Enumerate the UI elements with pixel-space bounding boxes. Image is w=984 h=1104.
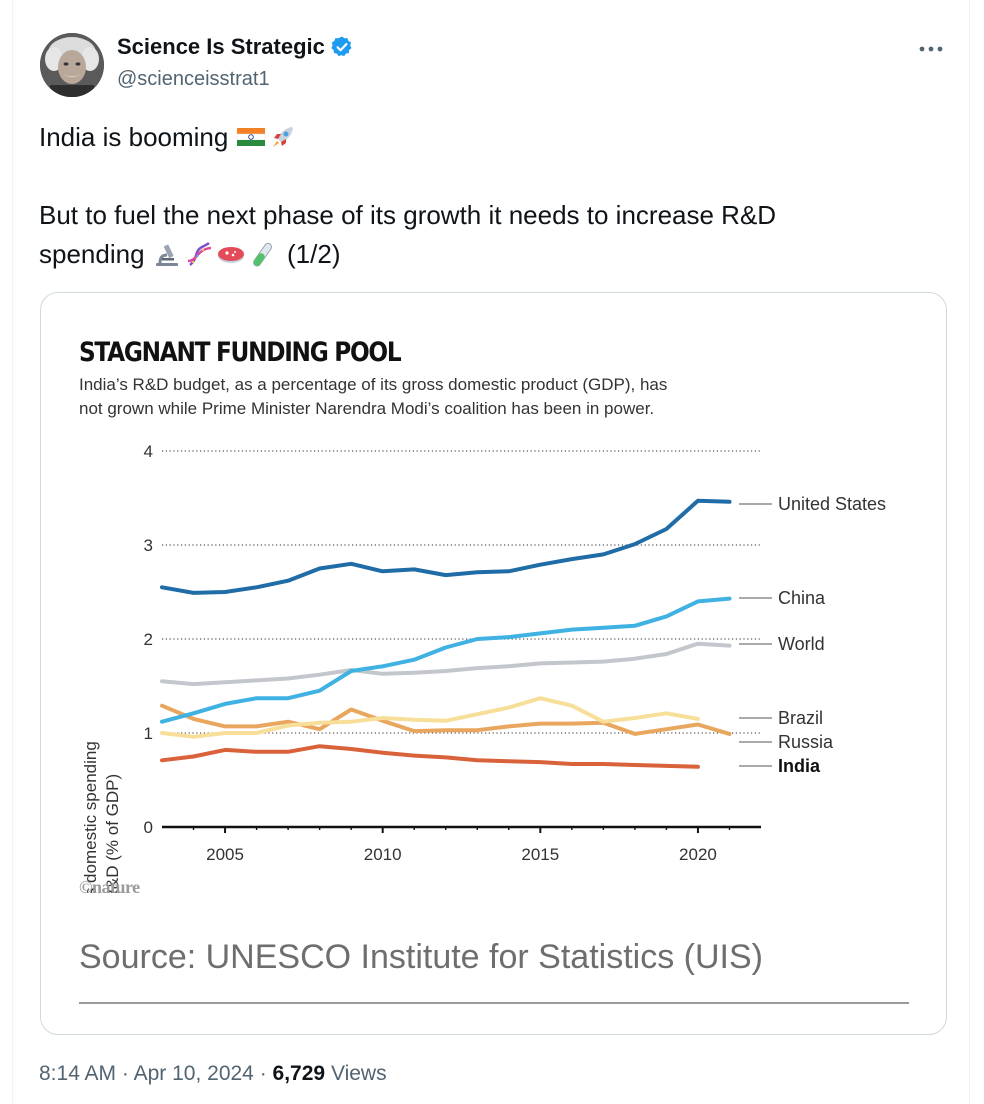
test-tube-emoji-icon — [252, 242, 272, 267]
verified-badge-icon[interactable] — [330, 35, 354, 59]
rd-spending-line-chart: 0 1 2 3 4 2005 2010 2015 2020 United States China… — [81, 442, 886, 893]
author-name-row: Science Is Strategic — [117, 34, 354, 60]
chart-subtitle: India’s R&D budget, as a percentage of i… — [79, 373, 839, 421]
nature-logo: ©nature — [79, 877, 140, 897]
series-line-brazil — [160, 696, 700, 739]
tweet-date[interactable]: Apr 10, 2024 — [133, 1062, 254, 1085]
series-label-united-states: United States — [778, 494, 886, 514]
series-line-world — [160, 641, 732, 687]
tweet-line-1: India is booming — [39, 118, 919, 157]
series-line-russia — [160, 703, 732, 736]
media-image-card[interactable]: STAGNANT FUNDING POOL India’s R&D budget… — [40, 292, 947, 1035]
meta-separator: · — [121, 1062, 129, 1085]
more-options-icon[interactable] — [917, 38, 945, 60]
series-label-world: World — [778, 634, 825, 654]
x-tick-label: 2015 — [521, 845, 559, 864]
microscope-emoji-icon — [155, 244, 178, 266]
chart-subtitle-line-2: not grown while Prime Minister Narendra … — [79, 399, 655, 418]
tweet-time[interactable]: 8:14 AM — [39, 1062, 117, 1085]
y-tick-label: 1 — [144, 724, 153, 743]
y-tick-label: 2 — [144, 630, 153, 649]
series-line-india — [160, 744, 700, 769]
series-label-india: India — [778, 756, 821, 776]
x-tick-label: 2010 — [364, 845, 402, 864]
x-tick-label: 2020 — [679, 845, 717, 864]
petri-dish-emoji-icon — [217, 247, 244, 263]
x-tick-label: 2005 — [206, 845, 244, 864]
series-label-russia: Russia — [778, 732, 834, 752]
rocket-emoji-icon — [272, 127, 293, 147]
chart-series-labels: United States China World Brazil Russia India — [739, 494, 886, 776]
tweet-text: India is booming But to fuel the next ph… — [39, 118, 919, 274]
chart-axes: 0 1 2 3 4 2005 2010 2015 2020 — [144, 442, 761, 864]
chart-ylabel-line-2: on R&D (% of GDP) — [103, 774, 122, 893]
author-display-name[interactable]: Science Is Strategic — [117, 34, 325, 59]
series-line-china — [160, 596, 732, 724]
chart-gridlines — [162, 450, 761, 734]
avatar-portrait-icon — [40, 33, 104, 97]
views-count: 6,729 — [272, 1062, 326, 1085]
y-tick-label: 3 — [144, 536, 153, 555]
chart-series — [160, 498, 732, 769]
chart-title: STAGNANT FUNDING POOL — [79, 337, 402, 368]
meta-separator: · — [259, 1062, 267, 1085]
source-divider — [79, 1002, 909, 1004]
chart-ylabel-line-1: Gross domestic spending — [81, 741, 100, 893]
tweet-line-2: But to fuel the next phase of its growth… — [39, 200, 777, 230]
chart-subtitle-line-1: India’s R&D budget, as a percentage of i… — [79, 375, 668, 394]
india-flag-emoji-icon — [236, 128, 265, 146]
series-line-united-states — [160, 498, 732, 595]
views-label: Views — [330, 1062, 387, 1085]
author-avatar[interactable] — [40, 33, 104, 97]
series-label-brazil: Brazil — [778, 708, 823, 728]
y-tick-label: 0 — [144, 818, 153, 837]
author-handle[interactable]: @scienceisstrat1 — [117, 68, 270, 90]
dna-emoji-icon — [187, 242, 211, 266]
chart-ylabel: Gross domestic spending on R&D (% of GDP… — [81, 741, 122, 893]
source-caption: Source: UNESCO Institute for Statistics … — [79, 938, 763, 976]
tweet-post: Science Is Strategic @scienceisstrat1 In… — [12, 0, 970, 1104]
series-label-china: China — [778, 588, 826, 608]
tweet-meta-row: 8:14 AM · Apr 10, 2024 · 6,729 Views — [39, 1062, 387, 1086]
y-tick-label: 4 — [144, 442, 153, 461]
tweet-line-3: spending (1/2) — [39, 239, 341, 269]
